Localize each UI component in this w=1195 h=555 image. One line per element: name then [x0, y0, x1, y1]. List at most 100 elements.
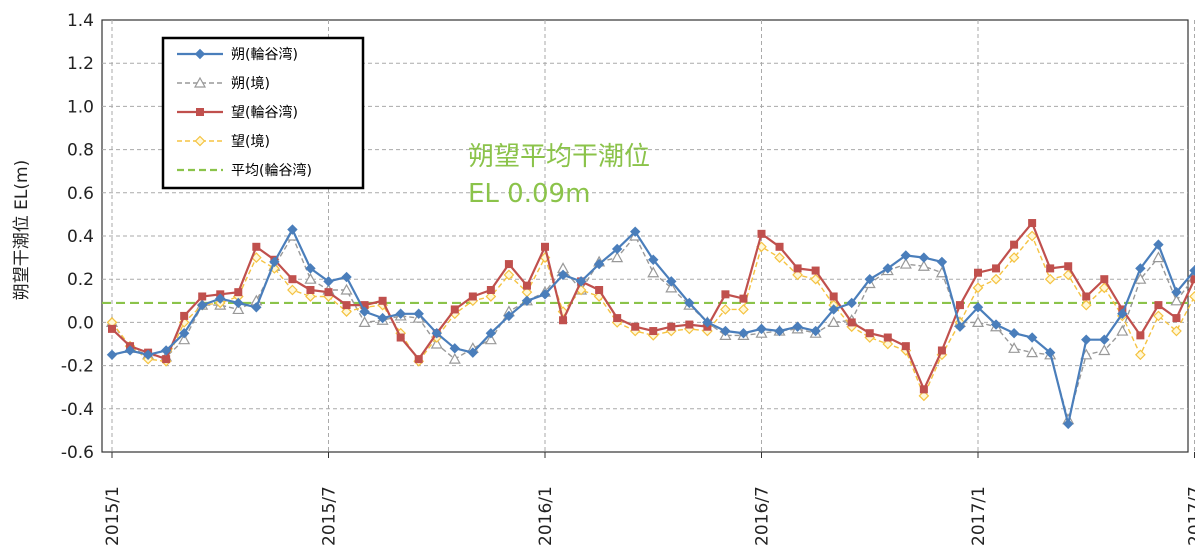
data-point — [396, 333, 405, 342]
data-point — [1190, 275, 1195, 284]
data-point — [846, 297, 857, 309]
data-point — [305, 263, 316, 274]
data-point — [972, 302, 984, 313]
x-tick-label: 2016/1 — [536, 486, 556, 546]
y-tick-label: 0.2 — [67, 270, 94, 290]
data-point — [811, 266, 820, 275]
data-point — [108, 324, 116, 333]
annotation-line-1: 朔望平均干潮位 — [468, 142, 650, 172]
data-point — [828, 304, 839, 315]
legend-label: 朔(輪谷湾) — [231, 46, 298, 63]
data-point — [865, 329, 874, 338]
data-point — [990, 273, 1002, 285]
series-0 — [106, 224, 1195, 430]
data-point — [1044, 347, 1056, 358]
data-point — [937, 346, 946, 355]
data-point — [541, 242, 549, 251]
data-point — [503, 310, 515, 322]
data-point — [359, 306, 370, 317]
data-point — [305, 291, 316, 302]
y-tick-label: 0.6 — [67, 184, 94, 204]
data-point — [1008, 327, 1020, 339]
data-point — [449, 343, 460, 354]
data-point — [1172, 314, 1181, 323]
data-point — [413, 308, 424, 319]
y-axis-label: 朔望干潮位 EL(m) — [12, 160, 32, 300]
data-point — [1153, 239, 1164, 250]
y-tick-label: 0.8 — [67, 141, 94, 161]
data-point — [1171, 325, 1182, 337]
data-point — [486, 286, 495, 294]
data-point — [342, 301, 351, 310]
data-point — [485, 291, 497, 302]
data-point — [1064, 262, 1073, 271]
data-point — [1008, 252, 1020, 263]
legend-marker — [196, 108, 204, 116]
data-point — [358, 316, 371, 327]
data-point — [899, 257, 912, 269]
data-point — [1134, 272, 1147, 284]
data-point — [178, 333, 191, 345]
data-point — [829, 292, 838, 301]
data-point — [431, 327, 442, 339]
data-point — [287, 284, 298, 296]
data-point — [1170, 294, 1183, 306]
data-point — [1136, 331, 1145, 340]
data-point — [667, 322, 676, 331]
y-tick-label: 0.4 — [67, 227, 94, 247]
data-point — [485, 327, 497, 339]
data-point — [287, 224, 298, 235]
data-point — [883, 333, 892, 342]
data-point — [739, 294, 748, 303]
data-point — [1026, 230, 1038, 242]
data-point — [630, 226, 641, 237]
data-point — [197, 299, 208, 311]
data-point — [234, 288, 243, 297]
data-point — [1010, 240, 1019, 249]
data-point — [595, 286, 604, 294]
data-point — [340, 283, 353, 295]
data-point — [1098, 344, 1111, 356]
data-point — [198, 292, 207, 301]
legend-label: 望(境) — [231, 134, 270, 150]
y-tick-label: -0.6 — [61, 443, 94, 463]
annotation: 朔望平均干潮位 EL 0.09m — [468, 142, 650, 209]
data-point — [720, 325, 731, 337]
data-point — [720, 304, 731, 315]
data-point — [1152, 251, 1165, 263]
y-tick-label: -0.2 — [61, 357, 94, 377]
data-point — [971, 316, 985, 327]
data-point — [180, 311, 189, 320]
data-point — [936, 256, 948, 268]
data-point — [649, 327, 658, 336]
legend-marker — [194, 135, 206, 147]
data-point — [178, 327, 190, 339]
series-2 — [108, 219, 1195, 394]
data-point — [430, 337, 443, 349]
data-point — [504, 260, 513, 269]
x-tick-label: 2015/7 — [320, 486, 340, 546]
data-point — [341, 271, 352, 283]
y-tick-label: 1.4 — [67, 11, 94, 31]
data-point — [613, 314, 622, 323]
data-point — [901, 342, 910, 351]
data-point — [974, 268, 982, 277]
data-point — [233, 297, 244, 309]
data-point — [810, 273, 821, 285]
x-tick-label: 2017/7 — [1186, 486, 1195, 546]
data-point — [738, 327, 749, 339]
data-point — [306, 286, 315, 294]
data-point — [593, 258, 605, 270]
data-point — [611, 251, 624, 263]
data-point — [575, 276, 587, 287]
data-point — [1028, 219, 1037, 228]
data-point — [522, 281, 531, 290]
data-point — [1044, 273, 1056, 285]
data-point — [757, 229, 766, 238]
data-point — [611, 243, 623, 255]
data-point — [1082, 292, 1091, 301]
data-point — [1008, 342, 1021, 353]
data-point — [992, 264, 1001, 273]
y-tick-label: 0.0 — [67, 313, 94, 333]
data-point — [721, 290, 730, 299]
